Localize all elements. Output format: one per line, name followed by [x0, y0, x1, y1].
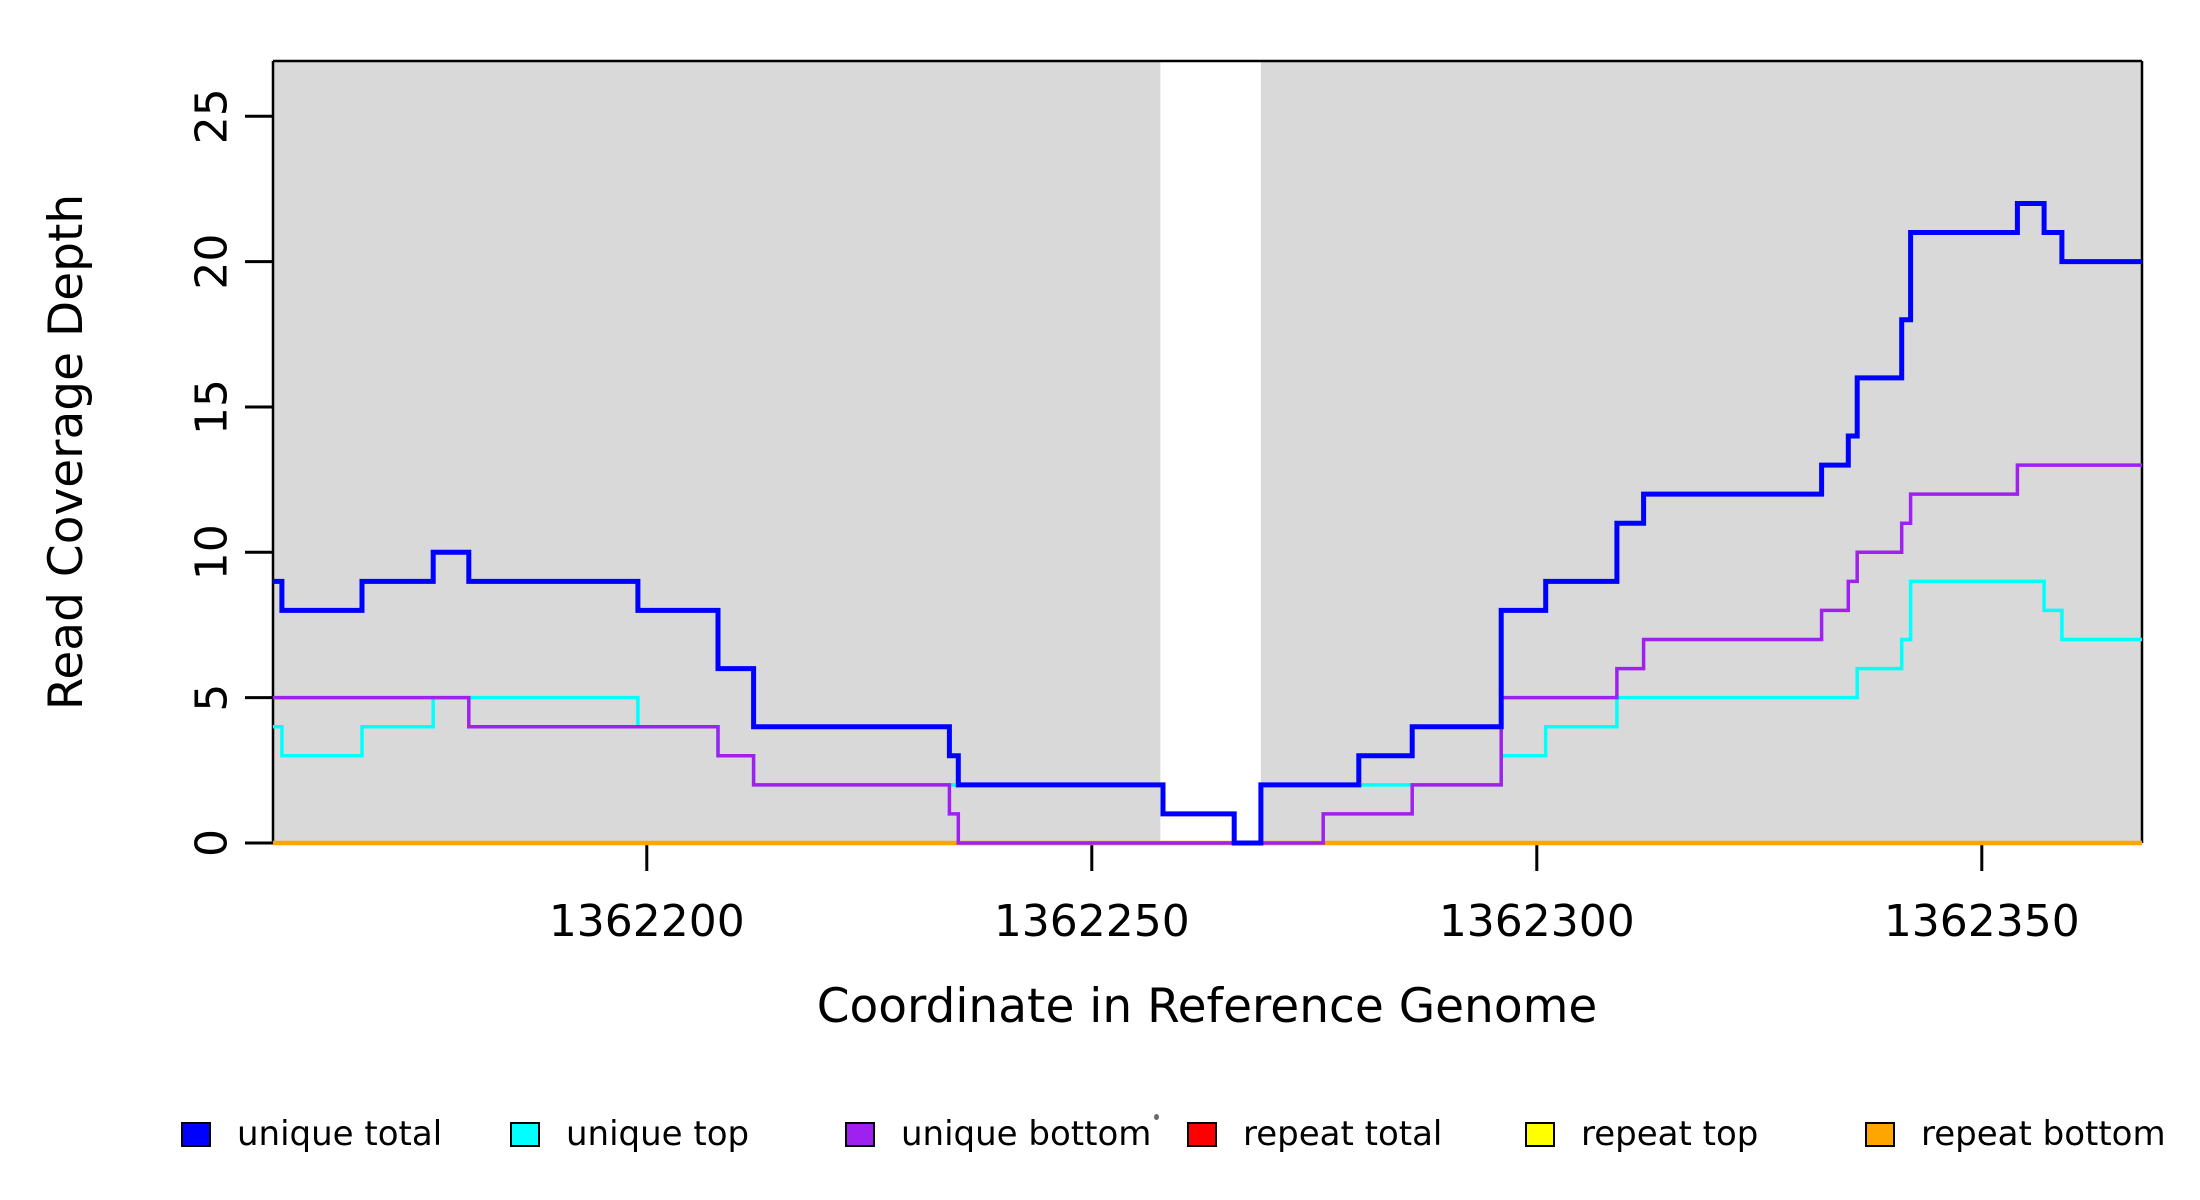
shaded-region-unique-mappability-left: [273, 61, 1161, 843]
legend-label: repeat total: [1243, 1114, 1443, 1154]
axes-layer: 0 5 10 15 20 25 1362200 1362250 1362300 1362350: [187, 88, 2080, 947]
legend-item-repeat-top: repeat top: [1525, 1108, 1758, 1160]
legend-label: unique bottom: [901, 1114, 1152, 1154]
unique-total-swatch-icon: [181, 1121, 211, 1147]
series-line-unique-bottom: [273, 463, 2142, 845]
y-axis-title: Read Coverage Depth: [39, 194, 94, 710]
legend-item-repeat-total: repeat total: [1187, 1108, 1442, 1160]
x-tick-label-1362300: 1362300: [1439, 896, 1635, 947]
series-line-unique-total: [273, 200, 2142, 846]
plot-background-layer: [271, 59, 2144, 843]
repeat-total-swatch-icon: [1187, 1121, 1217, 1147]
unique-top-swatch-icon: [510, 1121, 540, 1147]
legend-label: unique top: [566, 1114, 750, 1154]
unique-bottom-swatch-icon: [845, 1121, 875, 1147]
y-tick-label-0: 0: [187, 829, 238, 857]
series-layer: [273, 200, 2142, 846]
legend-item-unique-bottom: unique bottom: [845, 1108, 1151, 1160]
x-tick-label-1362200: 1362200: [549, 896, 745, 947]
legend-item-repeat-bottom: repeat bottom: [1865, 1108, 2166, 1160]
legend-label: repeat top: [1581, 1114, 1759, 1154]
y-tick-label-5: 5: [187, 684, 238, 712]
x-tick-label-1362350: 1362350: [1884, 896, 2080, 947]
repeat-top-swatch-icon: [1525, 1121, 1555, 1147]
x-axis-title: Coordinate in Reference Genome: [817, 979, 1598, 1034]
stray-dot-artifact: [1154, 1114, 1159, 1120]
y-tick-label-10: 10: [187, 524, 238, 580]
legend-label: unique total: [237, 1114, 443, 1154]
legend-label: repeat bottom: [1921, 1114, 2166, 1154]
y-tick-label-25: 25: [187, 88, 238, 144]
repeat-bottom-swatch-icon: [1865, 1121, 1895, 1147]
legend-item-unique-total: unique total: [181, 1108, 442, 1160]
shaded-region-unique-mappability-right: [1260, 61, 2142, 843]
y-tick-label-15: 15: [187, 379, 238, 435]
x-tick-label-1362250: 1362250: [994, 896, 1190, 947]
legend-item-unique-top: unique top: [510, 1108, 749, 1160]
chart-legend: unique total unique top unique bottom re…: [0, 1108, 2200, 1160]
y-tick-label-20: 20: [187, 234, 238, 290]
